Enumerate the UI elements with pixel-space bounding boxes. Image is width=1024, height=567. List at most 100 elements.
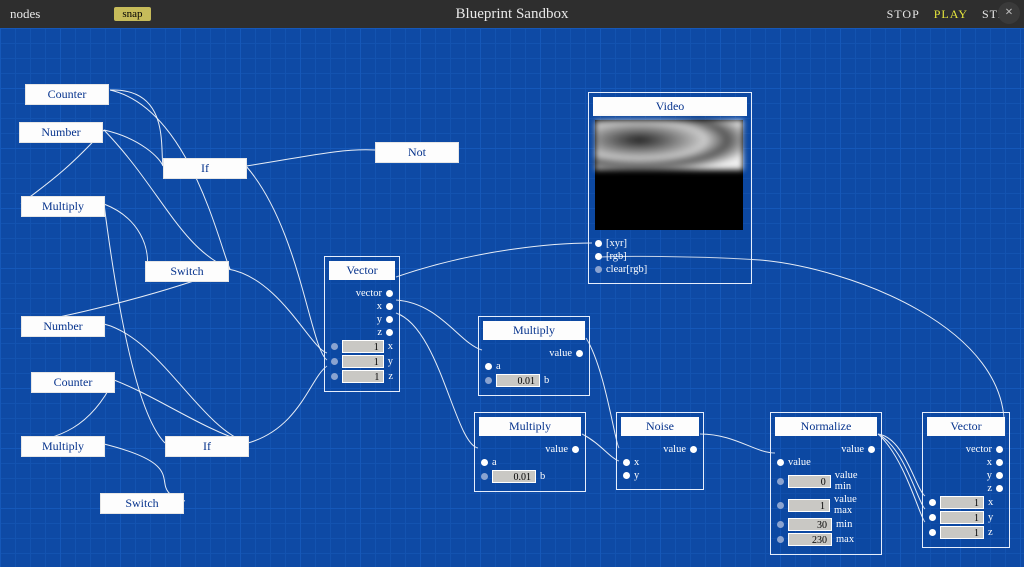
input-port[interactable] bbox=[929, 499, 936, 506]
node-title: Multiply bbox=[483, 321, 585, 340]
port-label: z bbox=[388, 371, 393, 382]
port-label: a bbox=[492, 457, 497, 468]
input-field[interactable]: 30 bbox=[788, 518, 832, 531]
input-field[interactable]: 1 bbox=[342, 355, 384, 368]
node-vector[interactable]: Vector vector x y z 1x 1y 1z bbox=[922, 412, 1010, 548]
port-label: b bbox=[540, 471, 545, 482]
node-vector[interactable]: Vector vector x y z 1x 1y 1z bbox=[324, 256, 400, 392]
input-port[interactable] bbox=[777, 521, 784, 528]
node-multiply-box[interactable]: Multiply value a 0.01 b bbox=[478, 316, 590, 396]
port-label: y bbox=[634, 470, 639, 481]
input-port[interactable] bbox=[331, 343, 338, 350]
node-multiply[interactable]: Multiply bbox=[21, 196, 105, 217]
close-icon[interactable]: × bbox=[998, 2, 1020, 24]
output-port[interactable] bbox=[868, 446, 875, 453]
input-port[interactable] bbox=[481, 473, 488, 480]
output-port[interactable] bbox=[386, 303, 393, 310]
node-number[interactable]: Number bbox=[21, 316, 105, 337]
port-label: x bbox=[377, 301, 382, 312]
input-port[interactable] bbox=[595, 253, 602, 260]
input-field[interactable]: 1 bbox=[342, 370, 384, 383]
stop-button[interactable]: STOP bbox=[887, 7, 920, 22]
node-switch[interactable]: Switch bbox=[145, 261, 229, 282]
snap-button[interactable]: snap bbox=[114, 7, 150, 21]
output-port[interactable] bbox=[690, 446, 697, 453]
input-field[interactable]: 230 bbox=[788, 533, 832, 546]
port-label: value bbox=[841, 444, 864, 455]
app-root: nodes snap Blueprint Sandbox STOP PLAY S… bbox=[0, 0, 1024, 567]
input-port[interactable] bbox=[485, 377, 492, 384]
port-label: z bbox=[377, 327, 382, 338]
video-preview bbox=[595, 120, 743, 230]
input-port[interactable] bbox=[331, 358, 338, 365]
port-label: b bbox=[544, 375, 549, 386]
node-normalize[interactable]: Normalize value value 0value min 1value … bbox=[770, 412, 882, 555]
page-title: Blueprint Sandbox bbox=[456, 6, 569, 23]
port-label: z bbox=[988, 527, 993, 538]
port-label: [xyr] bbox=[606, 238, 627, 249]
input-port[interactable] bbox=[485, 363, 492, 370]
input-port[interactable] bbox=[595, 240, 602, 247]
node-noise[interactable]: Noise value x y bbox=[616, 412, 704, 490]
input-port[interactable] bbox=[331, 373, 338, 380]
topbar: nodes snap Blueprint Sandbox STOP PLAY S… bbox=[0, 0, 1024, 28]
output-port[interactable] bbox=[996, 472, 1003, 479]
port-label: value bbox=[788, 457, 811, 468]
node-counter[interactable]: Counter bbox=[31, 372, 115, 393]
output-port[interactable] bbox=[576, 350, 583, 357]
output-port[interactable] bbox=[996, 459, 1003, 466]
node-title: Multiply bbox=[479, 417, 581, 436]
node-canvas[interactable]: Counter Number Multiply Number Counter M… bbox=[0, 28, 1024, 567]
port-label: clear[rgb] bbox=[606, 264, 647, 275]
port-label: y bbox=[988, 512, 993, 523]
input-port[interactable] bbox=[777, 536, 784, 543]
node-if[interactable]: If bbox=[165, 436, 249, 457]
input-field[interactable]: 1 bbox=[342, 340, 384, 353]
port-label: x bbox=[988, 497, 993, 508]
node-video[interactable]: Video [xyr] [rgb] clear[rgb] bbox=[588, 92, 752, 284]
node-switch[interactable]: Switch bbox=[100, 493, 184, 514]
output-port[interactable] bbox=[386, 329, 393, 336]
input-port[interactable] bbox=[777, 502, 784, 509]
input-port[interactable] bbox=[929, 514, 936, 521]
node-title: Noise bbox=[621, 417, 699, 436]
input-field[interactable]: 1 bbox=[940, 496, 984, 509]
play-button[interactable]: PLAY bbox=[934, 7, 968, 22]
nodes-menu[interactable]: nodes bbox=[10, 6, 40, 22]
port-label: vector bbox=[356, 288, 382, 299]
node-if[interactable]: If bbox=[163, 158, 247, 179]
input-port[interactable] bbox=[623, 459, 630, 466]
input-field[interactable]: 1 bbox=[940, 526, 984, 539]
node-not[interactable]: Not bbox=[375, 142, 459, 163]
node-number[interactable]: Number bbox=[19, 122, 103, 143]
input-port[interactable] bbox=[481, 459, 488, 466]
input-port[interactable] bbox=[777, 478, 784, 485]
input-field[interactable]: 0.01 bbox=[492, 470, 536, 483]
node-multiply-box[interactable]: Multiply value a 0.01b bbox=[474, 412, 586, 492]
input-field[interactable]: 1 bbox=[788, 499, 830, 512]
node-multiply[interactable]: Multiply bbox=[21, 436, 105, 457]
input-field[interactable]: 0 bbox=[788, 475, 831, 488]
port-label: value min bbox=[835, 470, 875, 492]
port-label: min bbox=[836, 519, 852, 530]
input-port[interactable] bbox=[929, 529, 936, 536]
input-port[interactable] bbox=[777, 459, 784, 466]
node-title: Vector bbox=[927, 417, 1005, 436]
output-port[interactable] bbox=[386, 316, 393, 323]
output-port[interactable] bbox=[996, 485, 1003, 492]
input-port[interactable] bbox=[595, 266, 602, 273]
input-field[interactable]: 1 bbox=[940, 511, 984, 524]
node-counter[interactable]: Counter bbox=[25, 84, 109, 105]
port-label: max bbox=[836, 534, 854, 545]
port-label: a bbox=[496, 361, 501, 372]
port-label: y bbox=[388, 356, 393, 367]
port-label: value bbox=[549, 348, 572, 359]
node-title: Video bbox=[593, 97, 747, 116]
output-port[interactable] bbox=[386, 290, 393, 297]
port-label: x bbox=[987, 457, 992, 468]
input-port[interactable] bbox=[623, 472, 630, 479]
output-port[interactable] bbox=[572, 446, 579, 453]
port-label: z bbox=[987, 483, 992, 494]
input-field[interactable]: 0.01 bbox=[496, 374, 540, 387]
output-port[interactable] bbox=[996, 446, 1003, 453]
